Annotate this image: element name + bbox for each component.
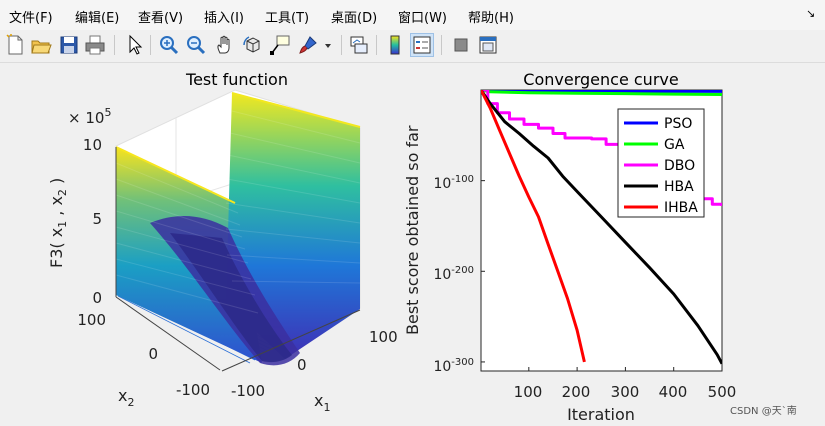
open-file-icon[interactable] — [29, 33, 53, 57]
legend-label-dbo: DBO — [664, 158, 695, 174]
legend-label-hba: HBA — [664, 179, 694, 195]
y-tick-1e-200: 10-200 — [433, 265, 474, 283]
x1-axis-label: x1 — [314, 391, 330, 414]
x-tick-200: 200 — [562, 383, 591, 401]
x2-tick-0: 0 — [148, 345, 158, 363]
convergence-legend[interactable]: PSO GA DBO HBA IHBA — [617, 108, 705, 218]
x-tick-300: 300 — [611, 383, 640, 401]
pointer-icon[interactable] — [122, 33, 146, 57]
convergence-ticks — [481, 180, 723, 371]
zoom-out-icon[interactable] — [184, 33, 208, 57]
x1-tick-100: 100 — [369, 328, 398, 346]
hide-plot-tools-icon[interactable] — [449, 33, 473, 57]
colorbar-icon[interactable] — [383, 33, 407, 57]
menu-edit[interactable]: 编辑(E) — [75, 11, 120, 26]
link-plot-icon[interactable] — [347, 33, 371, 57]
x1-tick-minus100: -100 — [231, 382, 265, 400]
z-tick-10: 10 — [83, 136, 102, 154]
dock-arrow-icon[interactable]: ↘ — [806, 7, 816, 20]
figure-canvas: Test function — [0, 63, 825, 426]
menu-help[interactable]: 帮助(H) — [468, 11, 514, 26]
z-axis-label: F3( x1 , x2 ) — [47, 178, 69, 268]
menu-window[interactable]: 窗口(W) — [398, 11, 447, 26]
watermark: CSDN @天`南 — [730, 406, 797, 417]
series-line-ga — [481, 90, 722, 96]
rotate-3d-icon[interactable] — [241, 33, 265, 57]
legend-label-ga: GA — [664, 137, 685, 153]
series-line-hba — [481, 90, 722, 365]
show-plot-tools-icon[interactable] — [476, 33, 500, 57]
menu-insert[interactable]: 插入(I) — [204, 11, 244, 26]
x1-tick-0: 0 — [297, 356, 307, 374]
x-tick-400: 400 — [659, 383, 688, 401]
y-tick-1e-100: 10-100 — [433, 174, 474, 192]
menu-view[interactable]: 查看(V) — [138, 11, 184, 26]
x-axis-label: Iteration — [567, 405, 635, 424]
x-tick-500: 500 — [708, 383, 737, 401]
brush-icon[interactable] — [296, 33, 320, 57]
menu-bar: 文件(F) 编辑(E) 查看(V) 插入(I) 工具(T) 桌面(D) 窗口(W… — [0, 0, 825, 30]
zoom-in-icon[interactable] — [157, 33, 181, 57]
figure-plots: Test function — [47, 70, 736, 424]
legend-label-ihba: IHBA — [664, 200, 698, 216]
menu-tools[interactable]: 工具(T) — [265, 11, 310, 26]
convergence-title: Convergence curve — [523, 70, 678, 89]
legend-icon[interactable] — [410, 33, 434, 57]
surface-z-axis: × 105 10 5 0 F3( x1 , x2 ) — [47, 106, 117, 307]
print-icon[interactable] — [83, 33, 107, 57]
convergence-lines — [481, 90, 722, 365]
z-multiplier: × 105 — [68, 106, 111, 127]
menu-desktop[interactable]: 桌面(D) — [331, 11, 378, 26]
y-tick-1e-300: 10-300 — [433, 357, 474, 375]
surface-title: Test function — [185, 70, 288, 89]
pan-icon[interactable] — [213, 33, 237, 57]
new-figure-icon[interactable] — [3, 33, 27, 57]
z-tick-5: 5 — [92, 210, 102, 228]
x2-tick-100: 100 — [77, 311, 106, 329]
y-axis-label: Best score obtained so far — [403, 125, 422, 335]
x2-axis-label: x2 — [118, 386, 134, 409]
legend-label-pso: PSO — [664, 116, 692, 132]
x2-tick-minus100: -100 — [176, 381, 210, 399]
z-tick-0: 0 — [92, 289, 102, 307]
save-icon[interactable] — [57, 33, 81, 57]
series-line-ihba — [481, 90, 586, 363]
figure-toolbar — [0, 30, 825, 63]
data-cursor-icon[interactable] — [268, 33, 292, 57]
surface-plot: Test function — [47, 70, 398, 414]
x-tick-100: 100 — [514, 383, 543, 401]
convergence-plot: Convergence curve 10-100 10-200 10-300 1… — [403, 70, 736, 424]
menu-file[interactable]: 文件(F) — [9, 11, 53, 26]
brush-dropdown-icon[interactable] — [321, 33, 335, 57]
